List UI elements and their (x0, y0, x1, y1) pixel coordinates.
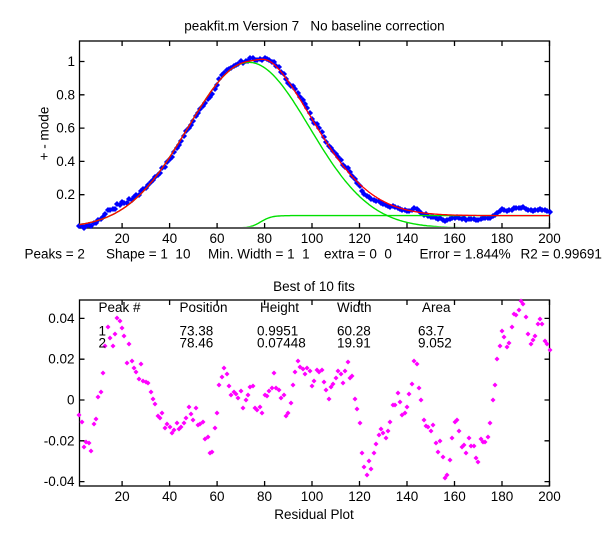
svg-text:Area: Area (422, 300, 451, 315)
svg-text:Error = 1.844%: Error = 1.844% (420, 247, 511, 262)
svg-text:2: 2 (99, 336, 107, 351)
svg-text:120: 120 (348, 231, 371, 246)
svg-text:Height: Height (260, 300, 299, 315)
svg-text:9.052: 9.052 (418, 336, 452, 351)
svg-text:80: 80 (257, 231, 272, 246)
svg-text:19.91: 19.91 (337, 336, 371, 351)
svg-text:-0.02: -0.02 (44, 433, 75, 448)
svg-text:20: 20 (115, 489, 130, 504)
svg-text:Peak #: Peak # (99, 300, 142, 315)
svg-text:+ - mode: + - mode (37, 107, 52, 161)
svg-text:120: 120 (348, 489, 371, 504)
svg-text:140: 140 (396, 231, 419, 246)
svg-text:160: 160 (443, 231, 466, 246)
svg-text:0.02: 0.02 (48, 352, 74, 367)
svg-text:63.7: 63.7 (418, 324, 444, 339)
svg-text:200: 200 (538, 489, 561, 504)
svg-text:Residual Plot: Residual Plot (274, 507, 354, 522)
svg-text:40: 40 (162, 231, 177, 246)
svg-text:Width: Width (337, 300, 372, 315)
svg-text:0: 0 (67, 393, 75, 408)
svg-text:80: 80 (257, 489, 272, 504)
svg-text:Shape = 1 10: Shape = 1 10 (106, 247, 190, 262)
svg-text:60: 60 (210, 489, 225, 504)
svg-text:78.46: 78.46 (180, 336, 214, 351)
svg-text:0.4: 0.4 (56, 154, 75, 169)
svg-text:100: 100 (301, 231, 324, 246)
svg-text:0.04: 0.04 (48, 311, 75, 326)
svg-text:extra = 0 0: extra = 0 0 (324, 247, 392, 262)
svg-text:200: 200 (538, 231, 561, 246)
svg-text:73.38: 73.38 (180, 324, 214, 339)
svg-text:0.8: 0.8 (56, 87, 75, 102)
svg-text:-0.04: -0.04 (44, 474, 75, 489)
svg-text:peakfit.m Version 7 No basel: peakfit.m Version 7 No baseline correcti… (184, 19, 444, 34)
svg-text:180: 180 (491, 489, 514, 504)
svg-text:160: 160 (443, 489, 466, 504)
svg-text:0.6: 0.6 (56, 121, 75, 136)
svg-text:0.07448: 0.07448 (257, 336, 306, 351)
svg-text:Min. Width = 1 1: Min. Width = 1 1 (208, 247, 310, 262)
svg-text:60.28: 60.28 (337, 324, 371, 339)
svg-text:1: 1 (67, 54, 75, 69)
svg-text:1: 1 (99, 324, 107, 339)
svg-text:Position: Position (180, 300, 228, 315)
svg-text:140: 140 (396, 489, 419, 504)
svg-text:100: 100 (301, 489, 324, 504)
svg-text:60: 60 (210, 231, 225, 246)
svg-text:Best of 10 fits: Best of 10 fits (273, 279, 355, 294)
svg-text:0.2: 0.2 (56, 187, 75, 202)
svg-text:0.9951: 0.9951 (257, 324, 298, 339)
svg-text:R2 = 0.99691: R2 = 0.99691 (521, 247, 602, 262)
svg-text:40: 40 (162, 489, 177, 504)
svg-text:20: 20 (115, 231, 130, 246)
svg-text:Peaks = 2: Peaks = 2 (25, 247, 85, 262)
svg-text:180: 180 (491, 231, 514, 246)
